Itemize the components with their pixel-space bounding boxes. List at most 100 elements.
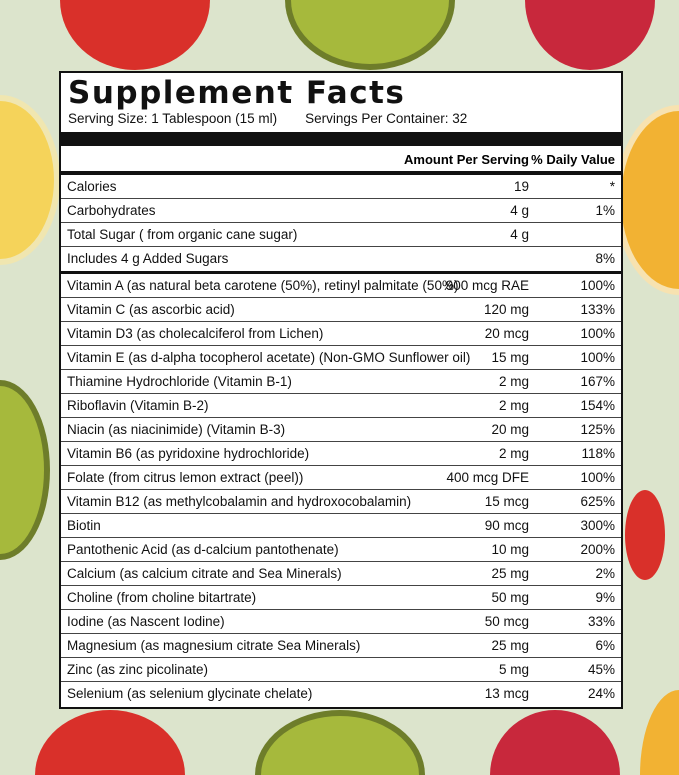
nutrient-name: Riboflavin (Vitamin B-2) (67, 398, 209, 413)
table-row: Magnesium (as magnesium citrate Sea Mine… (61, 634, 621, 658)
amount: 15 mcg (484, 494, 529, 509)
daily-value: 100% (580, 350, 615, 365)
table-row: Vitamin D3 (as cholecalciferol from Lich… (61, 322, 621, 346)
serving-size: Serving Size: 1 Tablespoon (15 ml) (68, 111, 278, 126)
nutrient-name: Folate (from citrus lemon extract (peel)… (67, 470, 304, 485)
amount: 10 mg (491, 542, 529, 557)
nutrient-name: Zinc (as zinc picolinate) (67, 662, 209, 677)
nutrient-name: Thiamine Hydrochloride (Vitamin B-1) (67, 374, 292, 389)
nutrient-name: Calories (67, 179, 117, 194)
table-row: Choline (from choline bitartrate) 50 mg 9% (61, 586, 621, 610)
orange-image (615, 105, 679, 295)
daily-value-header: % Daily Value (531, 152, 615, 167)
amount: 2 mg (498, 398, 529, 413)
nutrient-name: Niacin (as niacinimide) (Vitamin B-3) (67, 422, 286, 437)
daily-value: 100% (580, 278, 615, 293)
top-rows: Calories 19 * Carbohydrates 4 g 1% Total Sugar… (61, 175, 621, 271)
amount: 15 mg (491, 350, 529, 365)
amount: 4 g (510, 203, 529, 218)
nutrient-name: Vitamin B12 (as methylcobalamin and hydr… (67, 494, 412, 509)
divider (61, 171, 621, 175)
supplement-facts-label: Supplement Facts Serving Size: 1 Tablesp… (59, 71, 623, 709)
table-row: Vitamin C (as ascorbic acid) 120 mg 133% (61, 298, 621, 322)
nutrient-name: Vitamin A (as natural beta carotene (50%… (67, 278, 459, 293)
nutrient-name: Vitamin B6 (as pyridoxine hydrochloride) (67, 446, 310, 461)
table-row: Vitamin B12 (as methylcobalamin and hydr… (61, 490, 621, 514)
amount: 13 mcg (484, 686, 529, 701)
kiwi-image (285, 0, 455, 70)
nutrient-name: Selenium (as selenium glycinate chelate) (67, 686, 313, 701)
kiwi-image (0, 380, 50, 560)
daily-value: 133% (580, 302, 615, 317)
amount: 20 mcg (484, 326, 529, 341)
amount: 2 mg (498, 446, 529, 461)
strawberry-image (625, 490, 665, 580)
daily-value: 100% (580, 326, 615, 341)
amount: 20 mg (491, 422, 529, 437)
nutrient-rows: Vitamin A (as natural beta carotene (50%… (61, 274, 621, 706)
raspberry-image (490, 710, 620, 775)
amount: 50 mcg (484, 614, 529, 629)
strawberry-image (35, 710, 185, 775)
nutrient-name: Vitamin E (as d-alpha tocopherol acetate… (67, 350, 471, 365)
amount-header: Amount Per Serving (404, 152, 529, 167)
nutrient-name: Magnesium (as magnesium citrate Sea Mine… (67, 638, 361, 653)
table-row: Zinc (as zinc picolinate) 5 mg 45% (61, 658, 621, 682)
table-row: Total Sugar ( from organic cane sugar) 4 … (61, 223, 621, 247)
amount: 90 mcg (484, 518, 529, 533)
nutrient-name: Calcium (as calcium citrate and Sea Mine… (67, 566, 342, 581)
table-row: Calcium (as calcium citrate and Sea Mine… (61, 562, 621, 586)
table-row: Pantothenic Acid (as d-calcium pantothen… (61, 538, 621, 562)
nutrient-name: Carbohydrates (67, 203, 156, 218)
amount: 900 mcg RAE (445, 278, 529, 293)
nutrient-name: Includes 4 g Added Sugars (67, 251, 229, 266)
kiwi-image (255, 710, 425, 775)
amount: 5 mg (498, 662, 529, 677)
nutrient-name: Choline (from choline bitartrate) (67, 590, 257, 605)
daily-value: 625% (580, 494, 615, 509)
orange-image (640, 690, 679, 775)
daily-value: 8% (595, 251, 615, 266)
amount: 400 mcg DFE (446, 470, 529, 485)
daily-value: 9% (595, 590, 615, 605)
amount: 2 mg (498, 374, 529, 389)
amount: 4 g (510, 227, 529, 242)
daily-value: 200% (580, 542, 615, 557)
divider (61, 271, 621, 274)
nutrient-name: Biotin (67, 518, 101, 533)
amount: 120 mg (483, 302, 529, 317)
serving-info: Serving Size: 1 Tablespoon (15 ml) Servin… (68, 111, 467, 126)
table-row: Calories 19 * (61, 175, 621, 199)
daily-value: 6% (595, 638, 615, 653)
daily-value: 154% (580, 398, 615, 413)
table-row: Iodine (as Nascent Iodine) 50 mcg 33% (61, 610, 621, 634)
nutrient-name: Total Sugar ( from organic cane sugar) (67, 227, 298, 242)
raspberry-image (525, 0, 655, 70)
nutrient-name: Iodine (as Nascent Iodine) (67, 614, 225, 629)
table-row: Vitamin E (as d-alpha tocopherol acetate… (61, 346, 621, 370)
table-row: Includes 4 g Added Sugars 8% (61, 247, 621, 271)
daily-value: 125% (580, 422, 615, 437)
amount: 19 (513, 179, 529, 194)
daily-value: * (609, 179, 615, 194)
table-row: Selenium (as selenium glycinate chelate)… (61, 682, 621, 706)
daily-value: 45% (587, 662, 615, 677)
daily-value: 2% (595, 566, 615, 581)
table-row: Vitamin B6 (as pyridoxine hydrochloride)… (61, 442, 621, 466)
amount: 25 mg (491, 566, 529, 581)
thick-divider (61, 132, 621, 146)
table-row: Thiamine Hydrochloride (Vitamin B-1) 2 mg… (61, 370, 621, 394)
table-row: Biotin 90 mcg 300% (61, 514, 621, 538)
nutrient-name: Vitamin C (as ascorbic acid) (67, 302, 235, 317)
strawberry-image (60, 0, 210, 70)
daily-value: 1% (595, 203, 615, 218)
label-title: Supplement Facts (68, 75, 406, 111)
daily-value: 300% (580, 518, 615, 533)
lemon-image (0, 95, 60, 265)
column-header: Amount Per Serving % Daily Value (61, 146, 621, 171)
table-row: Riboflavin (Vitamin B-2) 2 mg 154% (61, 394, 621, 418)
daily-value: 118% (581, 446, 615, 461)
daily-value: 24% (587, 686, 615, 701)
table-row: Folate (from citrus lemon extract (peel)… (61, 466, 621, 490)
daily-value: 33% (587, 614, 615, 629)
